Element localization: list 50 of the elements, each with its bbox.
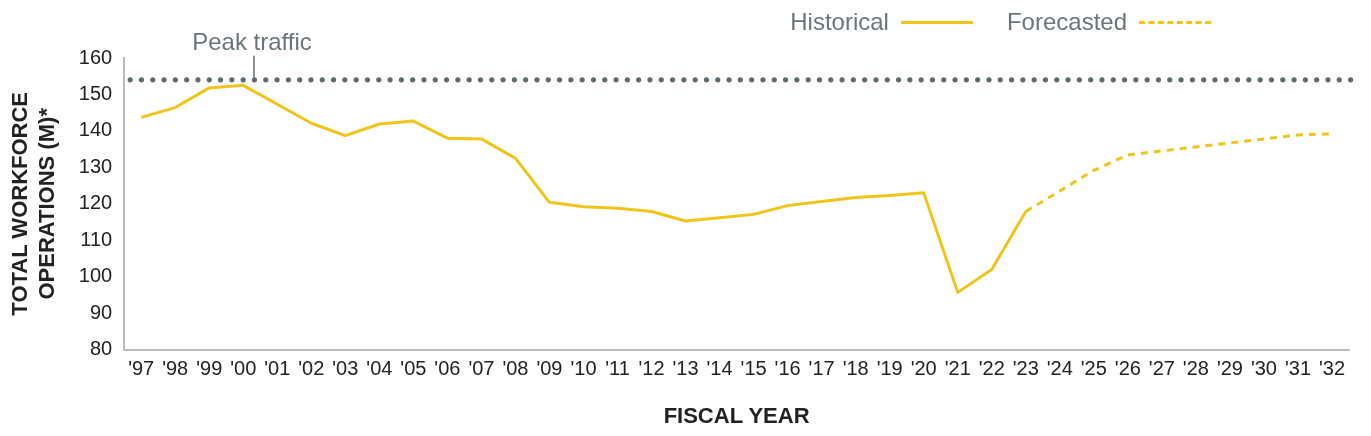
x-tick-label: '29: [1216, 357, 1243, 380]
x-tick-label: '09: [536, 357, 563, 380]
x-tick-label: '98: [162, 357, 189, 380]
y-tick-label: 150: [78, 81, 113, 104]
x-tick-label: '15: [740, 357, 767, 380]
y-tick-label: 90: [89, 300, 113, 323]
x-tick-label: '28: [1182, 357, 1209, 380]
x-tick-label: '12: [638, 357, 665, 380]
y-tick-label: 160: [78, 45, 113, 68]
x-tick-label: '08: [502, 357, 529, 380]
x-tick-label: '32: [1318, 357, 1346, 380]
x-tick-label: '17: [808, 357, 835, 380]
y-tick-label: 140: [78, 118, 113, 141]
legend-label: Forecasted: [1006, 8, 1127, 36]
x-tick-label: '21: [944, 357, 971, 380]
x-tick-label: '14: [706, 357, 733, 380]
x-tick-label: '18: [842, 357, 869, 380]
x-tick-label: '20: [910, 357, 937, 380]
x-tick-label: '19: [876, 357, 903, 380]
x-tick-label: '31: [1284, 357, 1311, 380]
y-tick-label: 110: [80, 227, 113, 250]
x-tick-label: '07: [468, 357, 495, 380]
x-tick-label: '03: [332, 357, 359, 380]
x-axis-title: FISCAL YEAR: [663, 402, 810, 428]
x-tick-label: '05: [400, 357, 427, 380]
y-tick-label: 100: [78, 264, 113, 287]
x-tick-label: '10: [570, 357, 597, 380]
x-tick-label: '26: [1114, 357, 1141, 380]
x-tick-label: '99: [196, 357, 223, 380]
x-tick-label: '04: [366, 357, 393, 380]
x-tick-label: '16: [774, 357, 801, 380]
ref-line-label: Peak traffic: [192, 28, 312, 56]
x-tick-label: '27: [1148, 357, 1175, 380]
y-tick-label: 80: [89, 337, 113, 360]
x-tick-label: '00: [230, 357, 257, 380]
legend-label: Historical: [790, 8, 889, 36]
x-tick-label: '02: [298, 357, 325, 380]
x-tick-label: '23: [1012, 357, 1039, 380]
x-tick-label: '01: [264, 357, 291, 380]
y-axis-title: TOTAL WORKFORCE OPERATIONS (M)*: [7, 91, 59, 316]
x-tick-label: '11: [605, 357, 630, 380]
x-tick-label: '30: [1250, 357, 1277, 380]
y-tick-label: 130: [78, 154, 113, 177]
x-tick-label: '22: [978, 357, 1005, 380]
x-tick-label: '25: [1080, 357, 1107, 380]
x-tick-label: '13: [672, 357, 699, 380]
x-tick-label: '97: [128, 357, 155, 380]
y-tick-label: 120: [78, 191, 113, 214]
x-tick-label: '24: [1046, 357, 1073, 380]
x-tick-label: '06: [434, 357, 461, 380]
